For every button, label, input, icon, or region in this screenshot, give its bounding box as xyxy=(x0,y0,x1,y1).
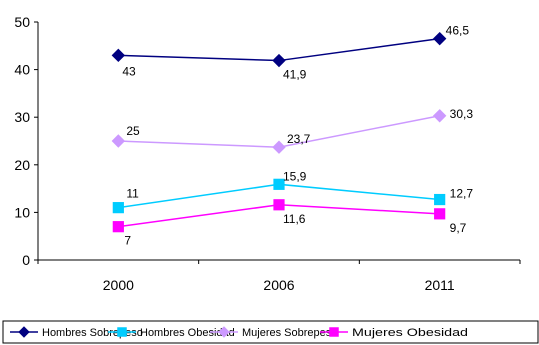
y-tick-label: 20 xyxy=(14,157,30,173)
data-label: 7 xyxy=(124,234,131,248)
x-tick-label: 2006 xyxy=(263,277,294,293)
x-tick-label: 2011 xyxy=(425,277,455,293)
data-label: 41,9 xyxy=(283,68,307,82)
data-point xyxy=(434,208,446,220)
legend-label: Mujeres Sobrepeso xyxy=(242,327,337,339)
y-tick-label: 50 xyxy=(14,14,30,30)
data-label: 11 xyxy=(126,187,139,201)
legend-marker xyxy=(117,327,127,337)
data-label: 12,7 xyxy=(450,187,474,201)
data-point xyxy=(432,31,447,46)
data-label: 15,9 xyxy=(283,169,307,183)
data-label: 46,5 xyxy=(446,24,470,38)
data-point xyxy=(112,221,124,233)
axes: 0 10 20 30 40 50 2000 2006 2011 xyxy=(14,14,521,293)
data-label: 11,6 xyxy=(283,212,306,226)
y-tick-label: 0 xyxy=(22,252,30,268)
data-label: 30,3 xyxy=(450,107,474,121)
series-2 xyxy=(111,109,447,154)
y-tick-label: 40 xyxy=(14,62,30,78)
data-point xyxy=(111,134,126,148)
data-point xyxy=(273,199,285,211)
legend-label: Hombres Sobrepeso xyxy=(42,327,143,339)
data-point xyxy=(273,178,285,190)
data-label: 9,7 xyxy=(450,221,467,235)
x-tick-label: 2000 xyxy=(103,277,134,293)
legend-marker xyxy=(18,326,30,338)
legend-marker xyxy=(329,327,339,337)
y-tick-label: 10 xyxy=(14,204,30,220)
series-layer xyxy=(111,31,447,233)
legend-item: Mujeres Sobrepeso xyxy=(210,326,337,339)
data-label: 23,7 xyxy=(287,132,311,146)
data-label: 43 xyxy=(122,64,136,78)
data-labels: 43 41,9 46,5 11 15,9 12,7 25 23,7 30,3 7 11,6 9,7 xyxy=(122,24,473,248)
data-point xyxy=(111,48,126,63)
data-label: 25 xyxy=(126,124,140,138)
series-0 xyxy=(111,31,447,68)
legend-label: Mujeres Obesidad xyxy=(352,327,468,339)
data-point xyxy=(434,193,446,206)
legend-marker xyxy=(218,326,230,338)
legend-box xyxy=(2,320,539,344)
series-1 xyxy=(112,178,446,214)
legend-label: Hombres Obesidad xyxy=(140,327,235,339)
legend-item: Hombres Obesidad xyxy=(108,327,235,339)
data-point xyxy=(432,109,447,123)
data-point xyxy=(112,202,124,214)
series-3 xyxy=(112,199,446,233)
data-point xyxy=(272,53,286,68)
y-tick-label: 30 xyxy=(14,109,30,125)
legend-item: Mujeres Obesidad xyxy=(320,327,468,339)
data-point xyxy=(272,140,286,154)
